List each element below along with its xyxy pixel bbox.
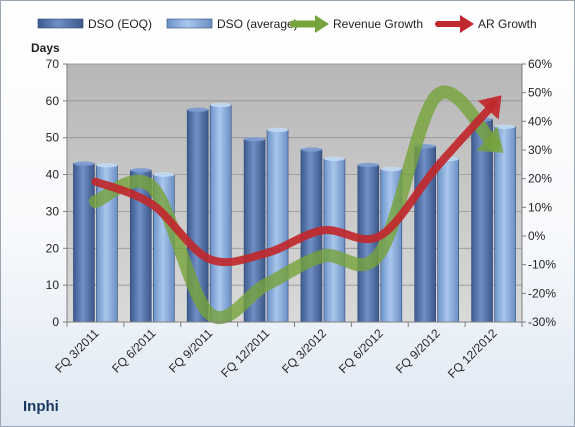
x-tick-label: FQ 6/2012 — [336, 326, 386, 376]
point-revenue-growth — [266, 284, 267, 285]
x-tick-label: FQ 6/2011 — [109, 326, 159, 376]
left-tick-label: 60 — [46, 94, 60, 108]
left-tick-label: 10 — [46, 278, 60, 292]
left-tick-label: 20 — [46, 241, 60, 255]
right-tick-label: -30% — [528, 315, 556, 329]
right-tick-label: -10% — [528, 258, 556, 272]
left-tick-label: 30 — [46, 204, 60, 218]
legend-label-ar-growth: AR Growth — [478, 17, 537, 31]
left-tick-label: 0 — [52, 315, 59, 329]
x-tick-label: FQ 12/2011 — [218, 326, 272, 380]
point-ar-growth — [266, 253, 267, 254]
point-revenue-growth — [379, 253, 380, 254]
legend-swatch-dso-average — [166, 18, 213, 29]
point-ar-growth — [493, 104, 494, 105]
bar-top-highlight — [210, 102, 232, 108]
point-ar-growth — [152, 204, 153, 205]
point-revenue-growth — [436, 95, 437, 96]
x-tick-label: FQ 12/2012 — [445, 326, 500, 381]
point-ar-growth — [209, 258, 210, 259]
right-tick-label: 20% — [528, 172, 552, 186]
right-tick-label: 40% — [528, 114, 552, 128]
bar-top-highlight — [323, 156, 345, 161]
point-ar-growth — [322, 230, 323, 231]
x-tick-label: FQ 3/2012 — [279, 326, 329, 376]
x-tick-label: FQ 9/2011 — [166, 326, 216, 376]
bar-top-highlight — [96, 163, 118, 168]
legend-arrow-head-revenue-growth — [315, 15, 329, 33]
bar-top-highlight — [187, 107, 209, 112]
right-tick-label: 50% — [528, 86, 552, 100]
x-tick-label: FQ 3/2011 — [52, 326, 102, 376]
bar-dso-eoq — [73, 163, 95, 323]
bar-top-highlight — [267, 127, 289, 133]
right-tick-label: 10% — [528, 200, 552, 214]
bar-top-highlight — [300, 147, 322, 152]
point-revenue-growth — [95, 201, 96, 202]
point-ar-growth — [436, 167, 437, 168]
bar-dso-average — [266, 129, 289, 323]
bar-dso-average — [323, 158, 346, 323]
left-tick-label: 50 — [46, 131, 60, 145]
legend-arrow-head-ar-growth — [460, 15, 474, 33]
right-tick-label: 0% — [528, 229, 546, 243]
legend: DSO (EOQ) DSO (average) Revenue Growth AR G… — [37, 15, 537, 33]
company-label: Inphi — [23, 398, 59, 415]
arrowhead-revenue-growth — [476, 126, 504, 153]
bar-top-highlight — [153, 172, 175, 177]
legend-label-dso-eoq: DSO (EOQ) — [88, 17, 152, 31]
legend-label-revenue-growth: Revenue Growth — [333, 17, 423, 31]
bar-top-highlight — [73, 161, 95, 166]
left-tick-label: 70 — [46, 57, 60, 71]
bar-dso-eoq — [357, 164, 380, 323]
bar-top-highlight — [494, 124, 516, 129]
bar-dso-average — [437, 158, 459, 323]
line-ar-growth — [91, 100, 498, 267]
bar-top-highlight — [130, 167, 152, 173]
bar-top-highlight — [244, 136, 266, 142]
legend-label-dso-average: DSO (average) — [217, 17, 298, 31]
point-revenue-growth — [493, 144, 494, 145]
bar-dso-average — [209, 104, 232, 323]
right-tick-label: 30% — [528, 143, 552, 157]
bar-top-highlight — [357, 162, 379, 168]
bar-top-highlight — [380, 166, 402, 172]
x-tick-label: FQ 9/2012 — [393, 326, 443, 376]
point-revenue-growth — [152, 187, 153, 188]
point-revenue-growth — [209, 313, 210, 314]
y-axis-title: Days — [31, 41, 60, 55]
line-revenue-growth — [88, 85, 501, 325]
point-ar-growth — [95, 181, 96, 182]
point-ar-growth — [379, 236, 380, 237]
point-revenue-growth — [322, 256, 323, 257]
left-tick-label: 40 — [46, 168, 60, 182]
bar-dso-average — [494, 126, 516, 323]
arrowhead-ar-growth — [477, 95, 502, 120]
legend-swatch-dso-eoq — [37, 18, 84, 29]
right-tick-label: 60% — [528, 57, 552, 71]
right-tick-label: -20% — [528, 286, 556, 300]
lines-layer — [88, 85, 504, 325]
